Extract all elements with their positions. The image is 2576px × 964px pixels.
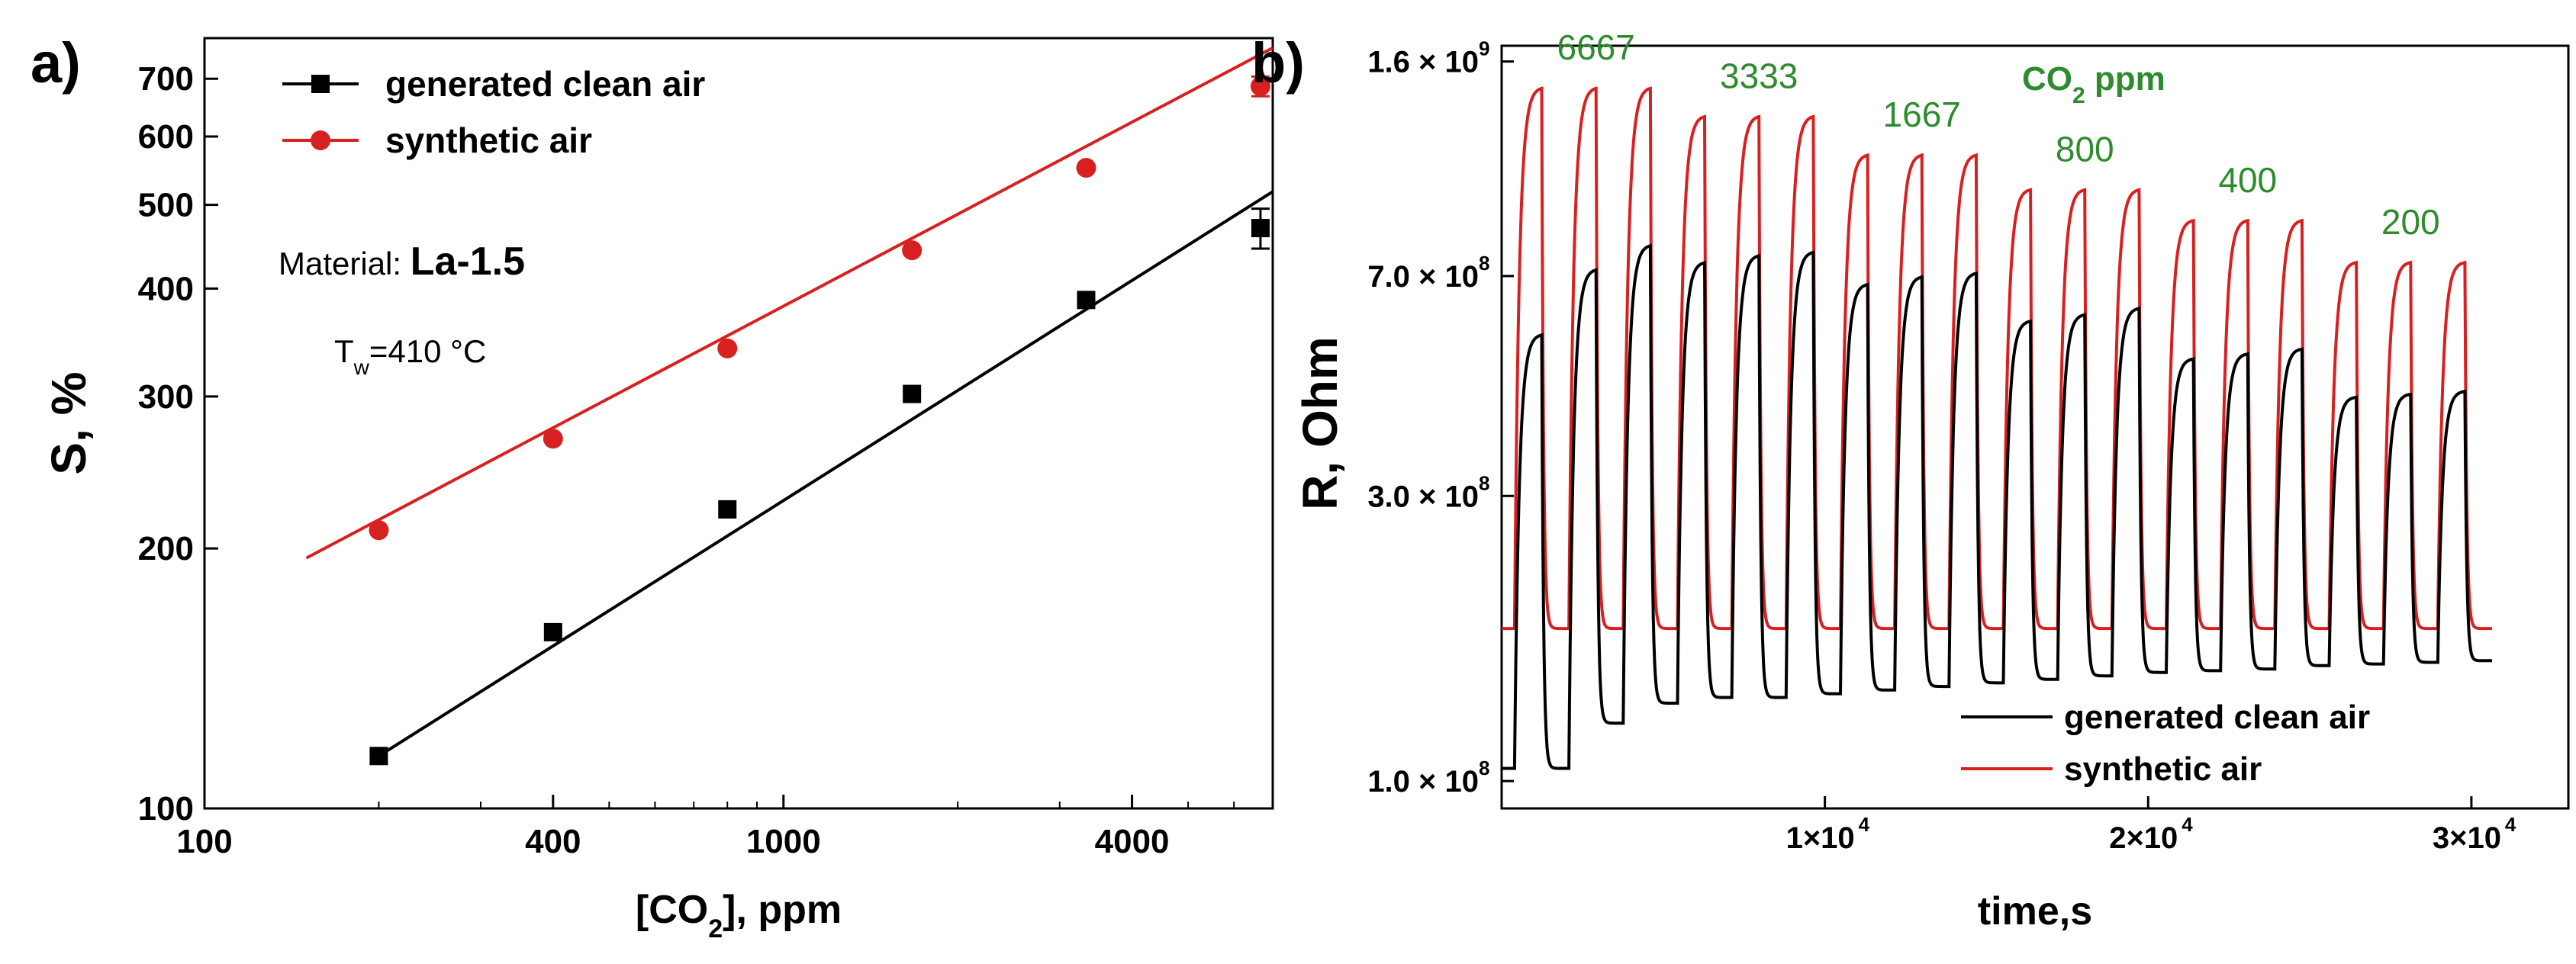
panel-b-ticks xyxy=(1502,60,2473,808)
panel-a-x-axis-label: [CO2], ppm xyxy=(636,888,842,943)
temperature-subscript: w xyxy=(353,355,370,379)
panel-b-concentration-labels: 6667 3333 1667 800 400 200 xyxy=(1557,27,2440,242)
panel-a-y-axis-label: S, % xyxy=(41,371,96,474)
y-tick-label: 500 xyxy=(138,187,194,224)
panel-b: b) 1.0 × 10 83.0 × 10 87.0 × 10 81.6 × 10 9 … xyxy=(1251,27,2570,933)
co2-ppm-title: CO2 ppm xyxy=(2022,60,2165,108)
data-point-square xyxy=(543,622,562,641)
y-tick-label: 600 xyxy=(138,118,194,156)
data-point-circle xyxy=(902,240,923,261)
legend-label-synthetic-air: synthetic air xyxy=(385,120,592,160)
panel-b-frame xyxy=(1500,44,2570,810)
panel-a-label: a) xyxy=(31,31,81,95)
material-prefix: Material: xyxy=(279,246,411,281)
co2-title-unit: ppm xyxy=(2085,60,2165,98)
y-tick-label: 3.0 × 10 xyxy=(1367,480,1479,513)
co2-title-sub: 2 xyxy=(2072,83,2085,108)
panel-a-frame xyxy=(203,37,1274,810)
x-tick-label: 3×10 xyxy=(2433,821,2501,855)
concentration-label: 3333 xyxy=(1720,56,1798,95)
concentration-label: 400 xyxy=(2218,160,2277,200)
data-point-circle xyxy=(1250,76,1270,97)
temperature-annotation: Tw=410 °C xyxy=(334,333,486,379)
x-tick-exponent: 4 xyxy=(1859,813,1870,836)
y-tick-label: 7.0 × 10 xyxy=(1367,260,1479,294)
fit-line xyxy=(305,47,1274,560)
concentration-label: 800 xyxy=(2056,129,2114,169)
y-tick-label: 700 xyxy=(138,60,194,98)
panel-a-y-tick-labels: 100 200 300 400 500 600 700 xyxy=(138,60,194,827)
data-point-circle xyxy=(543,429,563,449)
y-tick-exponent: 8 xyxy=(1479,757,1489,779)
data-point-square xyxy=(718,500,737,519)
panel-a-legend: generated clean air synthetic air xyxy=(282,64,705,160)
temperature-symbol: T xyxy=(334,333,354,369)
y-tick-exponent: 8 xyxy=(1479,471,1489,494)
panel-a-data-marks xyxy=(369,75,1270,766)
panel-b-curves xyxy=(1502,86,2492,770)
panel-b-x-tick-labels: 1×10 4 2×10 4 3×10 4 xyxy=(1786,813,2516,855)
x-tick-label: 400 xyxy=(525,823,581,860)
co2-title-base: CO xyxy=(2022,60,2072,98)
legend-label-generated-clean-air: generated clean air xyxy=(385,64,705,104)
concentration-label: 1667 xyxy=(1883,95,1961,134)
y-tick-exponent: 8 xyxy=(1479,252,1489,275)
temperature-value: =410 °C xyxy=(369,333,486,369)
panel-b-y-tick-labels: 1.0 × 10 83.0 × 10 87.0 × 10 81.6 × 10 9 xyxy=(1367,37,1489,799)
x-tick-label: 100 xyxy=(176,823,232,860)
fit-line xyxy=(378,190,1274,757)
x-tick-label: 4000 xyxy=(1095,823,1170,860)
panel-b-legend: generated clean air synthetic air xyxy=(1961,699,2370,788)
material-value: La-1.5 xyxy=(411,239,525,284)
legend-label-synthetic-air-b: synthetic air xyxy=(2064,750,2262,788)
y-tick-label: 300 xyxy=(138,378,194,416)
concentration-label: 200 xyxy=(2381,202,2440,242)
panel-a-x-tick-labels: 100 400 1000 4000 xyxy=(176,823,1169,860)
legend-marker-square xyxy=(311,75,330,93)
y-tick-label: 400 xyxy=(138,270,194,307)
data-point-square xyxy=(903,384,922,403)
x-tick-exponent: 4 xyxy=(2182,813,2193,836)
concentration-label: 6667 xyxy=(1557,27,1635,67)
data-point-square xyxy=(1251,219,1270,238)
panel-a-ticks xyxy=(203,77,1235,810)
panel-b-label: b) xyxy=(1251,31,1305,95)
legend-marker-circle xyxy=(311,130,330,150)
data-point-circle xyxy=(717,338,738,358)
x-tick-label: 1×10 xyxy=(1786,821,1855,855)
material-annotation: Material: La-1.5 xyxy=(279,239,525,284)
y-tick-label: 100 xyxy=(138,790,194,827)
y-tick-label: 1.6 × 10 xyxy=(1367,46,1479,79)
response-curve xyxy=(1502,243,2492,770)
data-point-square xyxy=(369,747,388,766)
x-tick-label: 2×10 xyxy=(2109,821,2178,855)
data-point-circle xyxy=(1076,158,1096,178)
y-tick-exponent: 9 xyxy=(1479,37,1489,60)
legend-label-generated-clean-air-b: generated clean air xyxy=(2064,699,2370,736)
panel-a-fit-lines xyxy=(305,47,1274,757)
data-point-square xyxy=(1077,291,1096,310)
y-tick-label: 200 xyxy=(138,530,194,567)
panel-a: a) 100 400 1000 4000 100200300400500600700 … xyxy=(31,31,1274,943)
panel-b-x-axis-label: time,s xyxy=(1978,889,2092,933)
y-tick-label: 1.0 × 10 xyxy=(1367,765,1479,799)
x-tick-exponent: 4 xyxy=(2505,813,2516,836)
x-tick-label: 1000 xyxy=(746,823,821,860)
data-point-circle xyxy=(369,520,389,541)
panel-b-y-axis-label: R, Ohm xyxy=(1293,336,1348,510)
